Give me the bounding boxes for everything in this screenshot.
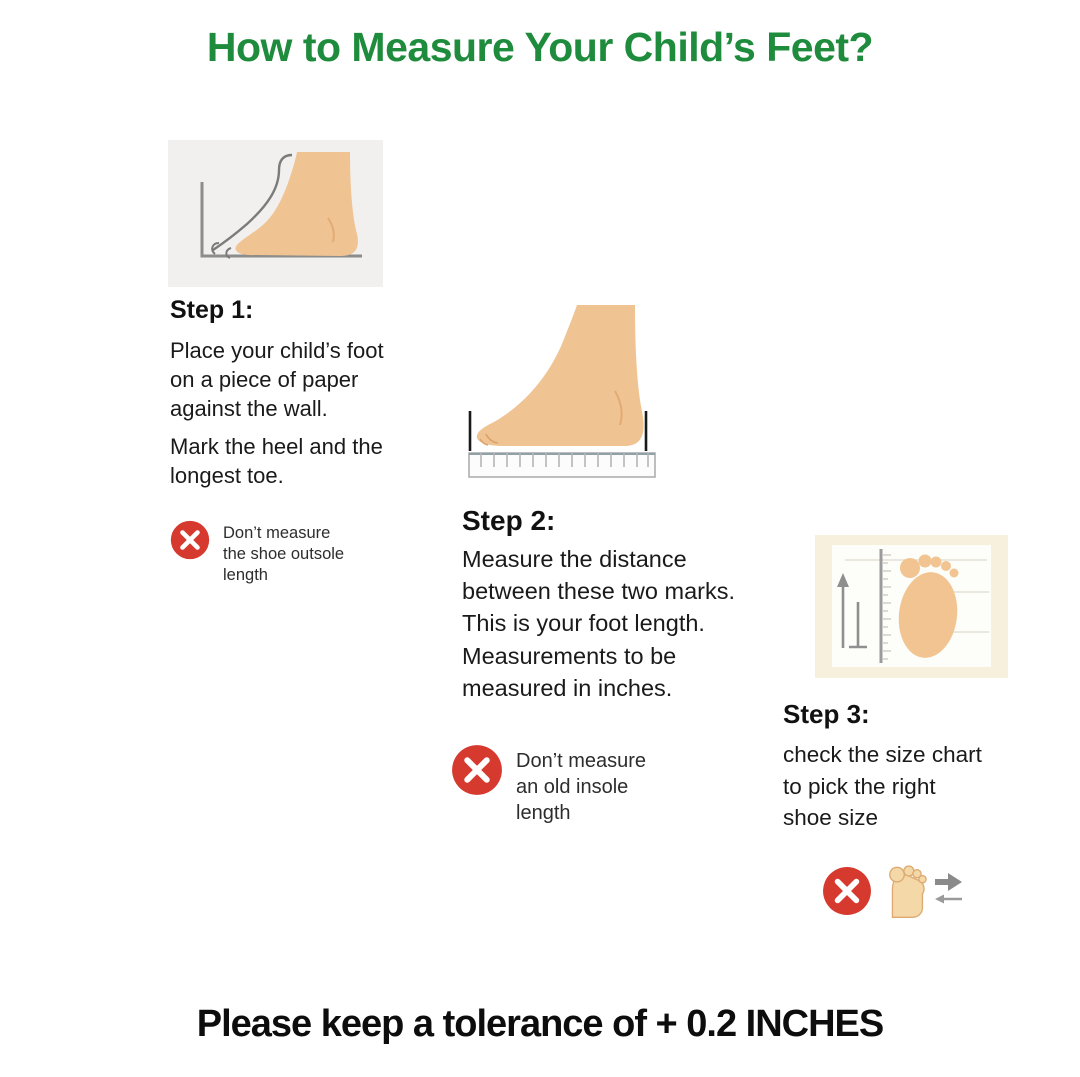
step3-warning bbox=[822, 863, 963, 919]
tolerance-note: Please keep a tolerance of + 0.2 INCHES bbox=[196, 1003, 885, 1045]
step1-text-mark: Mark the heel and the longest toe. bbox=[170, 434, 383, 489]
x-circle-icon bbox=[170, 520, 210, 560]
step1-text-place: Place your child’s foot on a piece of pa… bbox=[170, 338, 384, 422]
step2-warning: Don’t measure an old insole length bbox=[451, 744, 646, 826]
foot-against-wall-icon bbox=[200, 152, 362, 259]
step1-warning-text: Don’t measure the shoe outsole length bbox=[223, 524, 345, 585]
arrow-right-icon bbox=[935, 871, 963, 905]
step2-illustration bbox=[450, 293, 670, 485]
foot-measuring-gauge-icon bbox=[815, 535, 1008, 678]
step3-text-check: check the size chart to pick the right s… bbox=[783, 742, 982, 830]
step3-heading: Step 3: bbox=[783, 699, 870, 729]
step2-text-measure: Measure the distance between these two m… bbox=[462, 546, 735, 701]
step1-heading: Step 1: bbox=[170, 296, 254, 324]
step1-warning: Don’t measure the shoe outsole length bbox=[170, 520, 344, 586]
step1-illustration bbox=[168, 140, 383, 287]
step3-illustration bbox=[815, 535, 1008, 678]
step2-block: Step 2: Measure the distance between the… bbox=[462, 505, 782, 704]
foot-top-icon bbox=[887, 863, 927, 919]
step1-block: Step 1: Place your child’s foot on a pie… bbox=[170, 296, 420, 499]
step2-heading: Step 2: bbox=[462, 505, 556, 536]
foot-on-ruler-icon bbox=[468, 305, 656, 478]
x-circle-icon bbox=[451, 744, 503, 796]
page-title: How to Measure Your Child’s Feet? bbox=[206, 24, 874, 70]
step3-block: Step 3: check the size chart to pick the… bbox=[783, 699, 1033, 834]
x-circle-icon bbox=[822, 866, 872, 916]
step2-warning-text: Don’t measure an old insole length bbox=[516, 750, 647, 824]
